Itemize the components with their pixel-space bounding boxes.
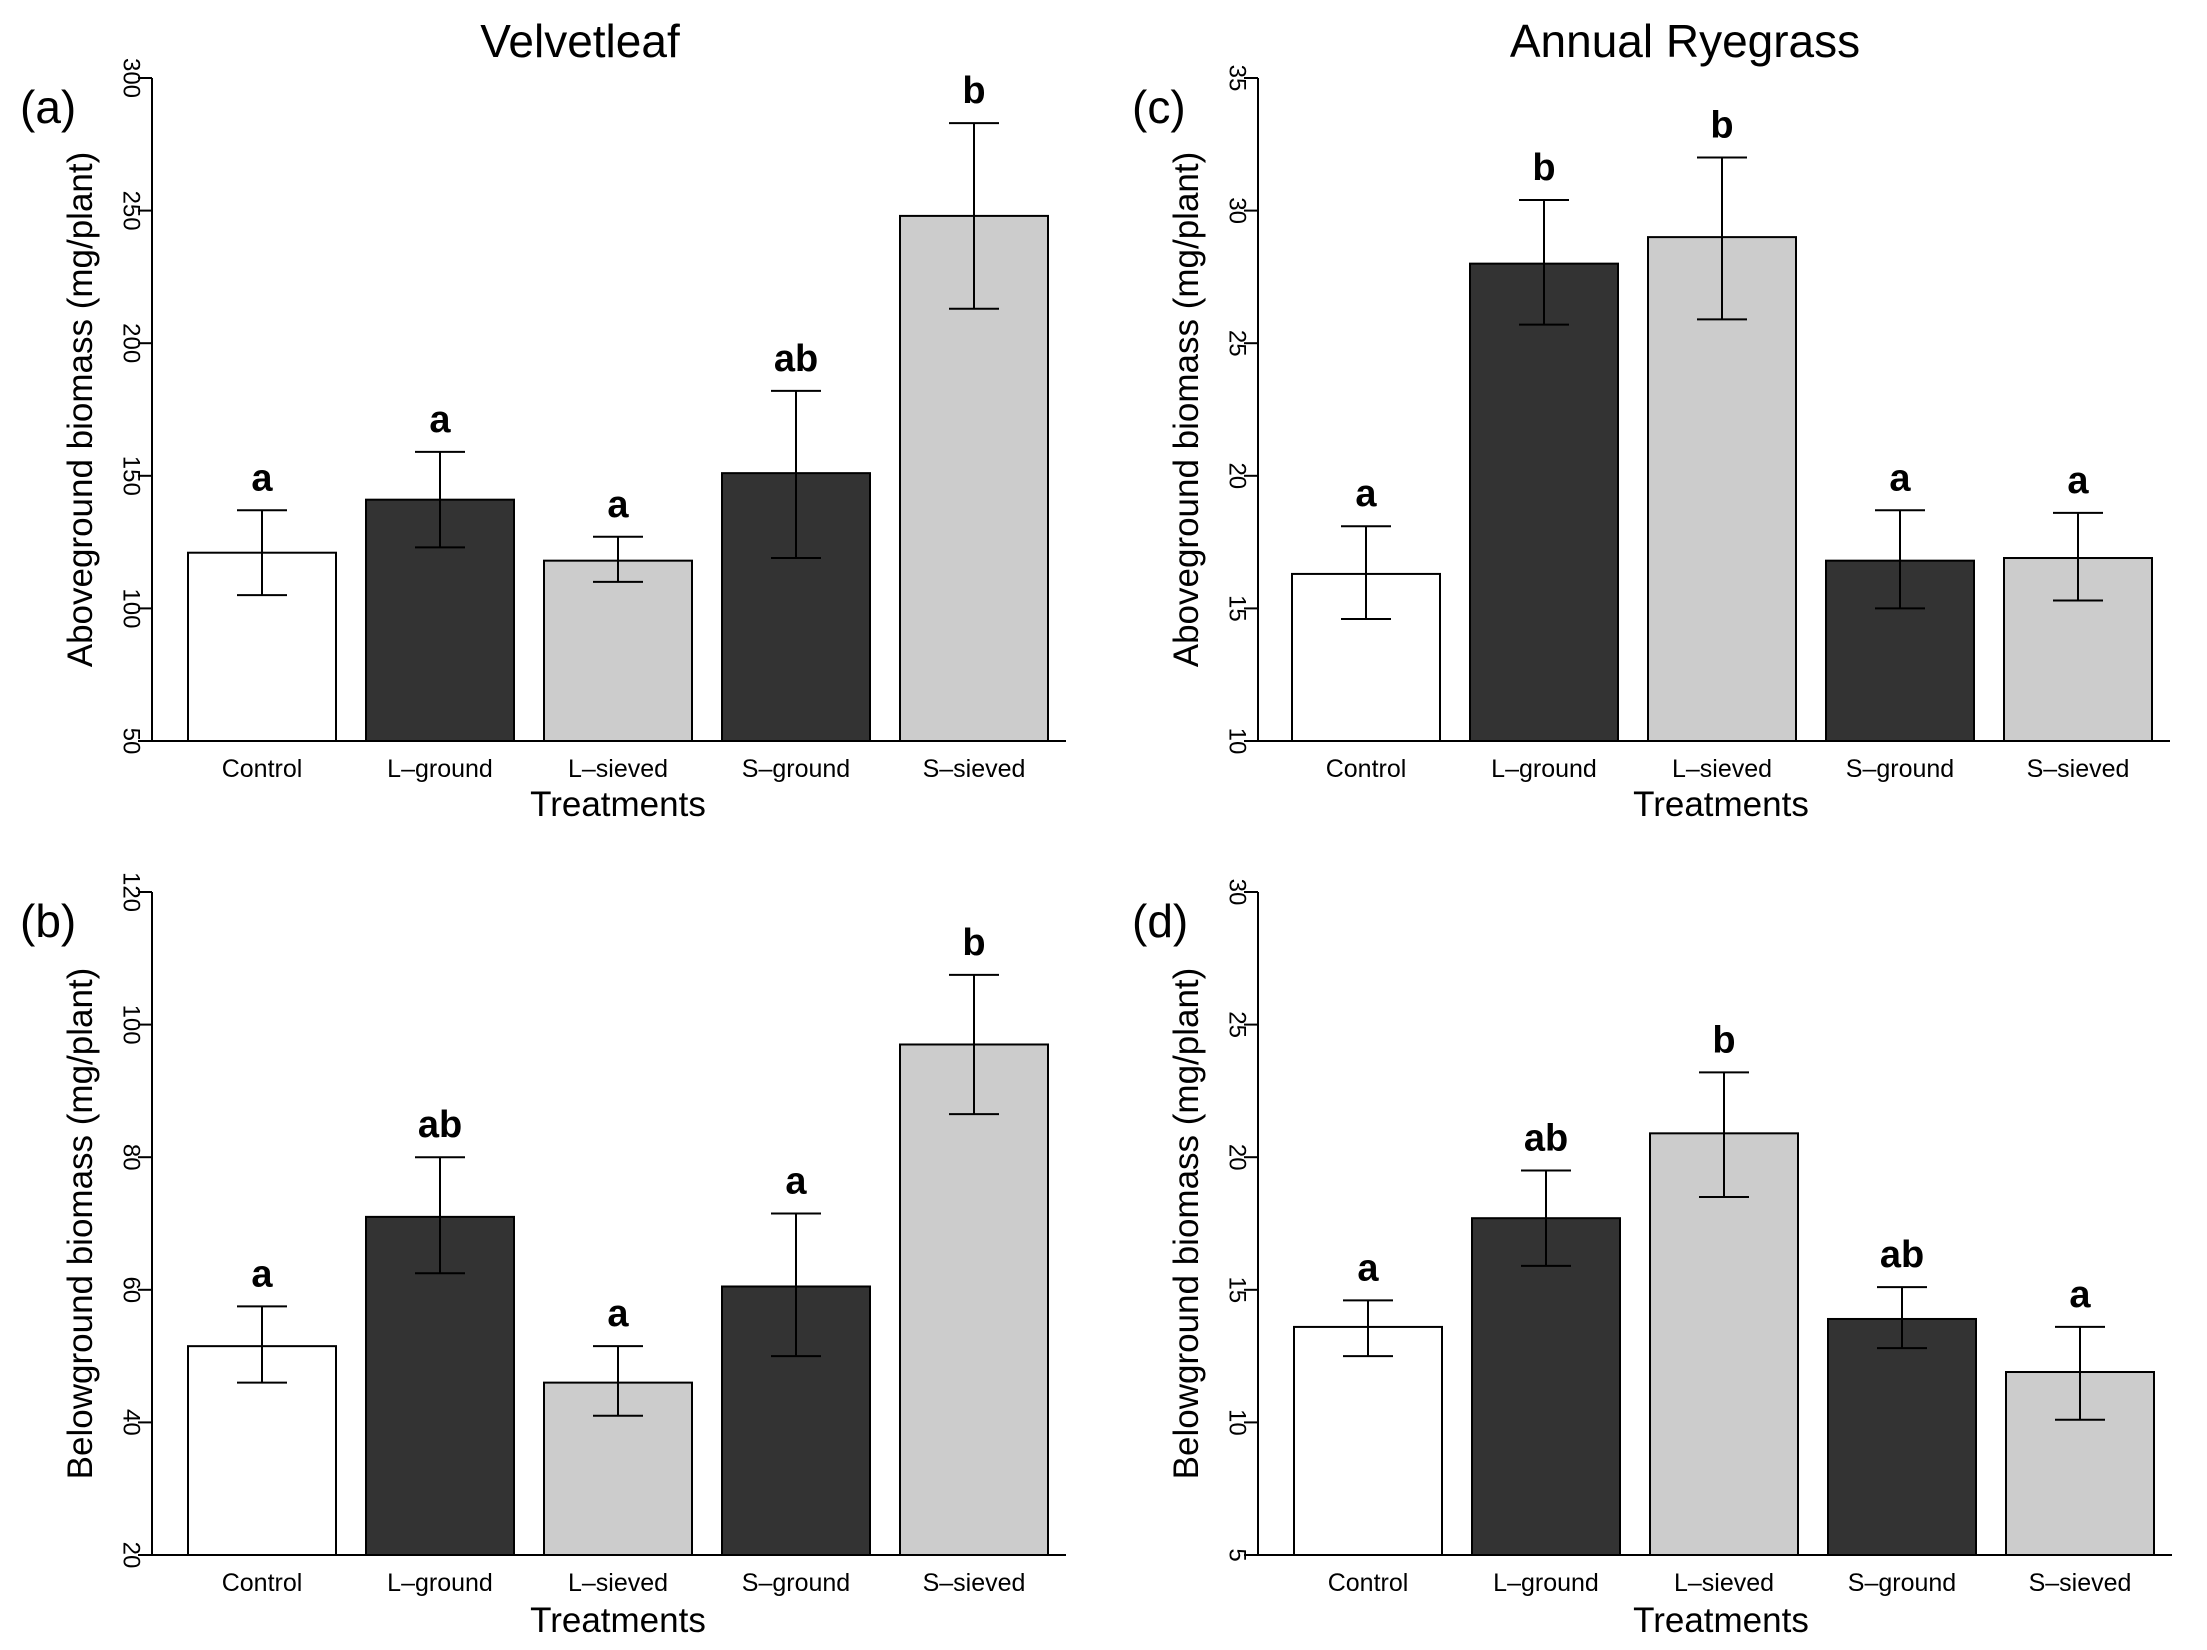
y-axis-title: Aboveground biomass (mg/plant) bbox=[61, 152, 100, 668]
category-label: S–sieved bbox=[923, 755, 1026, 783]
category-label: Control bbox=[222, 755, 303, 783]
panel-label: (b) bbox=[20, 895, 76, 947]
chart-panel-d: (d) 5 10 15 20 25 30 Belowground biomass (mg/pl… bbox=[1132, 879, 2172, 1640]
y-tick-label: 10 bbox=[1224, 1409, 1251, 1436]
category-label: L–sieved bbox=[1672, 755, 1772, 783]
category-label: S–ground bbox=[742, 755, 850, 783]
significance-letter: ab bbox=[418, 1104, 462, 1146]
significance-letter: a bbox=[1357, 1247, 1379, 1289]
significance-letter: a bbox=[1355, 473, 1377, 515]
significance-letter: ab bbox=[1524, 1117, 1568, 1159]
category-label: S–ground bbox=[1848, 1569, 1956, 1597]
y-tick-label: 20 bbox=[118, 1542, 145, 1569]
y-tick-label: 300 bbox=[118, 58, 145, 98]
category-label: L–sieved bbox=[568, 755, 668, 783]
significance-letter: a bbox=[1889, 457, 1911, 499]
y-tick-label: 35 bbox=[1224, 65, 1251, 92]
column-title-annual-ryegrass: Annual Ryegrass bbox=[1510, 15, 1860, 67]
chart-panel-c: (c) 10 15 20 25 30 35 Aboveground biomass (mg/p… bbox=[1132, 65, 2170, 824]
significance-letter: a bbox=[429, 399, 451, 441]
bar bbox=[1827, 1317, 1977, 1557]
bar bbox=[1469, 262, 1619, 742]
y-tick-label: 25 bbox=[1224, 330, 1251, 357]
column-title-velvetleaf: Velvetleaf bbox=[480, 15, 680, 67]
significance-letter: a bbox=[607, 484, 629, 526]
y-tick-label: 30 bbox=[1224, 879, 1251, 906]
y-tick-label: 120 bbox=[118, 872, 145, 912]
x-axis-title: Treatments bbox=[530, 1601, 706, 1640]
category-label: S–sieved bbox=[923, 1569, 1026, 1597]
category-label: S–ground bbox=[742, 1569, 850, 1597]
bar bbox=[543, 559, 693, 742]
x-axis-title: Treatments bbox=[1633, 1601, 1809, 1640]
category-label: L–ground bbox=[1491, 755, 1597, 783]
bar bbox=[1647, 236, 1797, 742]
category-label: Control bbox=[222, 1569, 303, 1597]
category-label: S–sieved bbox=[2027, 755, 2130, 783]
y-tick-label: 50 bbox=[118, 728, 145, 755]
x-axis-title: Treatments bbox=[1633, 785, 1809, 824]
panels: (a) 50 100 150 200 250 300 Aboveground biomass … bbox=[20, 58, 2172, 1640]
significance-letter: b bbox=[962, 70, 985, 112]
category-label: Control bbox=[1328, 1569, 1409, 1597]
panel-label: (a) bbox=[20, 81, 76, 133]
significance-letter: a bbox=[251, 1253, 273, 1295]
category-label: Control bbox=[1326, 755, 1407, 783]
y-tick-label: 150 bbox=[118, 456, 145, 496]
category-label: S–ground bbox=[1846, 755, 1954, 783]
y-tick-label: 60 bbox=[118, 1276, 145, 1303]
category-label: L–ground bbox=[387, 755, 493, 783]
significance-letter: ab bbox=[774, 338, 818, 380]
y-tick-label: 5 bbox=[1224, 1548, 1251, 1561]
significance-letter: a bbox=[607, 1293, 629, 1335]
bar bbox=[1471, 1217, 1621, 1557]
significance-letter: b bbox=[1710, 105, 1733, 147]
x-axis-title: Treatments bbox=[530, 785, 706, 824]
y-axis-title: Belowground biomass (mg/plant) bbox=[1167, 968, 1206, 1480]
y-tick-label: 20 bbox=[1224, 1144, 1251, 1171]
bar bbox=[899, 1043, 1049, 1556]
category-label: L–ground bbox=[387, 1569, 493, 1597]
y-tick-label: 15 bbox=[1224, 1276, 1251, 1303]
significance-letter: b bbox=[1712, 1019, 1735, 1061]
significance-letter: b bbox=[962, 922, 985, 964]
chart-panel-b: (b) 20 40 60 80 100 120 Belowground biomass (mg… bbox=[20, 872, 1066, 1640]
significance-letter: a bbox=[785, 1161, 807, 1203]
bar bbox=[1649, 1132, 1799, 1557]
category-label: L–sieved bbox=[568, 1569, 668, 1597]
significance-letter: b bbox=[1532, 147, 1555, 189]
y-tick-label: 200 bbox=[118, 323, 145, 363]
y-axis-title: Belowground biomass (mg/plant) bbox=[61, 968, 100, 1480]
y-tick-label: 15 bbox=[1224, 595, 1251, 622]
y-tick-label: 250 bbox=[118, 191, 145, 231]
panel-label: (c) bbox=[1132, 81, 1186, 133]
y-axis-title: Aboveground biomass (mg/plant) bbox=[1167, 152, 1206, 668]
y-tick-label: 10 bbox=[1224, 728, 1251, 755]
bar bbox=[1293, 1325, 1443, 1556]
significance-letter: ab bbox=[1880, 1234, 1924, 1276]
category-label: L–sieved bbox=[1674, 1569, 1774, 1597]
category-label: S–sieved bbox=[2029, 1569, 2132, 1597]
chart-panel-a: (a) 50 100 150 200 250 300 Aboveground biomass … bbox=[20, 58, 1066, 824]
y-tick-label: 100 bbox=[118, 1005, 145, 1045]
significance-letter: a bbox=[2067, 460, 2089, 502]
y-tick-label: 100 bbox=[118, 588, 145, 628]
y-tick-label: 30 bbox=[1224, 197, 1251, 224]
panel-label: (d) bbox=[1132, 895, 1188, 947]
category-label: L–ground bbox=[1493, 1569, 1599, 1597]
y-tick-label: 80 bbox=[118, 1144, 145, 1171]
significance-letter: a bbox=[251, 457, 273, 499]
y-tick-label: 25 bbox=[1224, 1011, 1251, 1038]
y-tick-label: 40 bbox=[118, 1409, 145, 1436]
significance-letter: a bbox=[2069, 1274, 2091, 1316]
y-tick-label: 20 bbox=[1224, 462, 1251, 489]
